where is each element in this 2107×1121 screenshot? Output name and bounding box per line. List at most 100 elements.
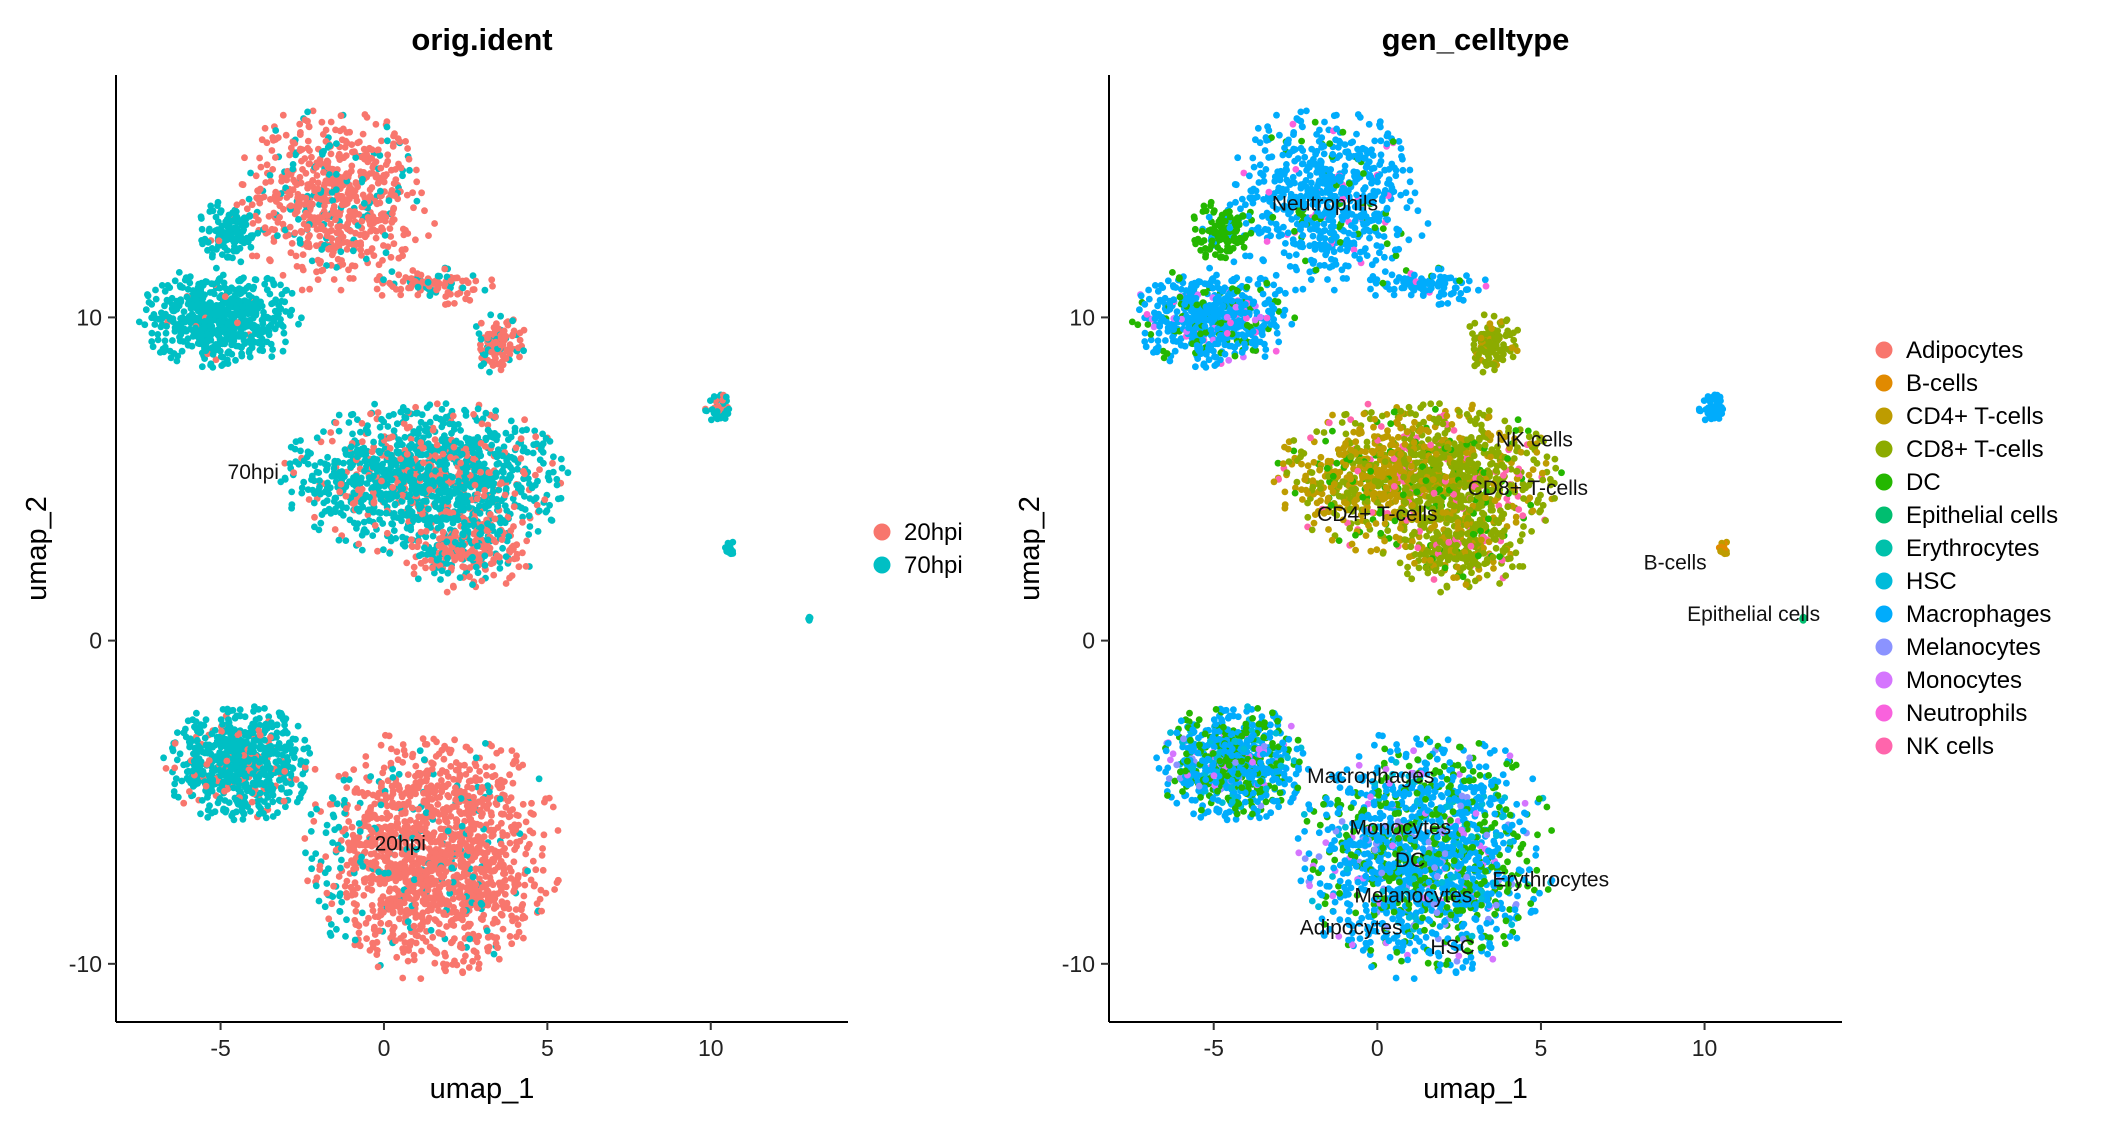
point (304, 144, 312, 152)
point (451, 538, 459, 546)
point (526, 495, 534, 502)
point (272, 127, 280, 134)
point (337, 223, 344, 230)
point (452, 796, 459, 804)
point (265, 213, 273, 220)
point (268, 147, 276, 154)
point (377, 919, 385, 927)
point (431, 959, 439, 967)
point (357, 239, 364, 247)
point (356, 138, 363, 146)
point (442, 768, 450, 776)
point (522, 850, 530, 858)
point (349, 831, 357, 839)
point (348, 162, 356, 170)
point (389, 931, 397, 938)
point (377, 801, 385, 809)
point (475, 843, 483, 851)
point (564, 469, 572, 477)
point (291, 445, 299, 453)
point (355, 929, 363, 937)
point (229, 209, 237, 217)
point (347, 443, 355, 451)
point (415, 501, 423, 509)
point (380, 276, 387, 284)
point (201, 318, 209, 325)
point (334, 501, 342, 509)
point (422, 428, 430, 435)
point (410, 204, 417, 212)
point (384, 920, 392, 928)
point (398, 508, 405, 516)
point (396, 902, 404, 909)
point (374, 963, 382, 971)
point (366, 186, 374, 194)
point (388, 166, 395, 174)
point (296, 239, 304, 247)
point (410, 428, 418, 436)
point (403, 407, 411, 415)
point (412, 914, 420, 921)
point (354, 453, 361, 461)
point (432, 947, 440, 955)
point (148, 338, 156, 345)
point (296, 173, 304, 181)
point (451, 935, 458, 942)
point (472, 754, 480, 762)
point (498, 879, 506, 886)
point (297, 129, 304, 136)
point (269, 346, 276, 353)
point (546, 438, 554, 445)
point (501, 891, 509, 898)
point (372, 234, 380, 242)
point (346, 207, 354, 215)
point (539, 449, 547, 456)
point (436, 535, 443, 543)
point (413, 197, 421, 205)
point (387, 793, 395, 801)
point (154, 331, 162, 338)
point (304, 239, 311, 246)
point (390, 180, 398, 187)
point (206, 336, 214, 344)
point (251, 276, 259, 283)
point (393, 492, 401, 500)
point (358, 531, 366, 539)
point (496, 795, 504, 803)
point (428, 867, 436, 875)
point (429, 426, 437, 434)
point (502, 485, 510, 492)
point (401, 939, 409, 946)
point (424, 907, 432, 915)
point (311, 513, 318, 521)
point (263, 161, 271, 169)
point (533, 900, 541, 907)
point (406, 166, 413, 174)
point (418, 947, 425, 955)
point (339, 512, 347, 519)
point (345, 818, 353, 825)
point (470, 820, 477, 828)
point (214, 326, 222, 334)
point (715, 413, 722, 421)
point (722, 393, 730, 401)
point (378, 224, 385, 232)
point (436, 496, 444, 504)
point (404, 918, 412, 925)
point (241, 713, 249, 721)
point (245, 195, 253, 203)
point (376, 449, 384, 457)
point (436, 894, 444, 902)
point (421, 544, 428, 552)
point (290, 139, 297, 147)
point (403, 450, 411, 458)
point (557, 494, 565, 502)
point (532, 433, 540, 441)
point (200, 301, 208, 309)
point (409, 887, 416, 895)
point (335, 427, 343, 435)
point (343, 239, 351, 246)
point (301, 155, 309, 162)
point (450, 789, 458, 797)
point (433, 400, 441, 408)
